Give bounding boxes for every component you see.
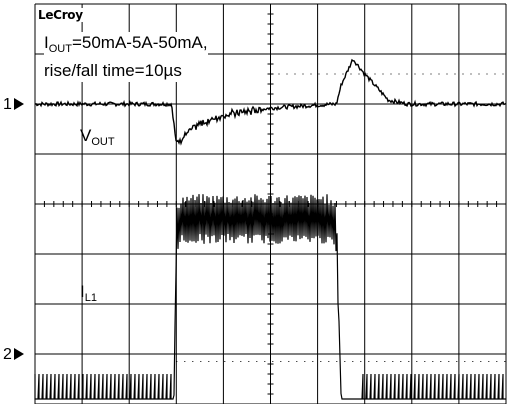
il1-label: IL1 <box>80 282 97 304</box>
annotation-line-2: rise/fall time=10µs <box>44 61 182 80</box>
brand-logo: LeCroy <box>36 8 85 22</box>
channel-1-arrow-icon <box>13 98 24 110</box>
il1-trace <box>34 194 506 400</box>
annotation-line-1: IOUT=50mA-5A-50mA, <box>44 33 208 55</box>
vout-trace <box>34 58 507 146</box>
channel-1-marker: 1 <box>3 97 24 113</box>
channel-2-arrow-icon <box>13 348 24 360</box>
vout-label: VOUT <box>80 126 115 148</box>
channel-2-marker: 2 <box>3 347 24 363</box>
annotation-box: IOUT=50mA-5A-50mA, rise/fall time=10µs <box>44 32 208 82</box>
